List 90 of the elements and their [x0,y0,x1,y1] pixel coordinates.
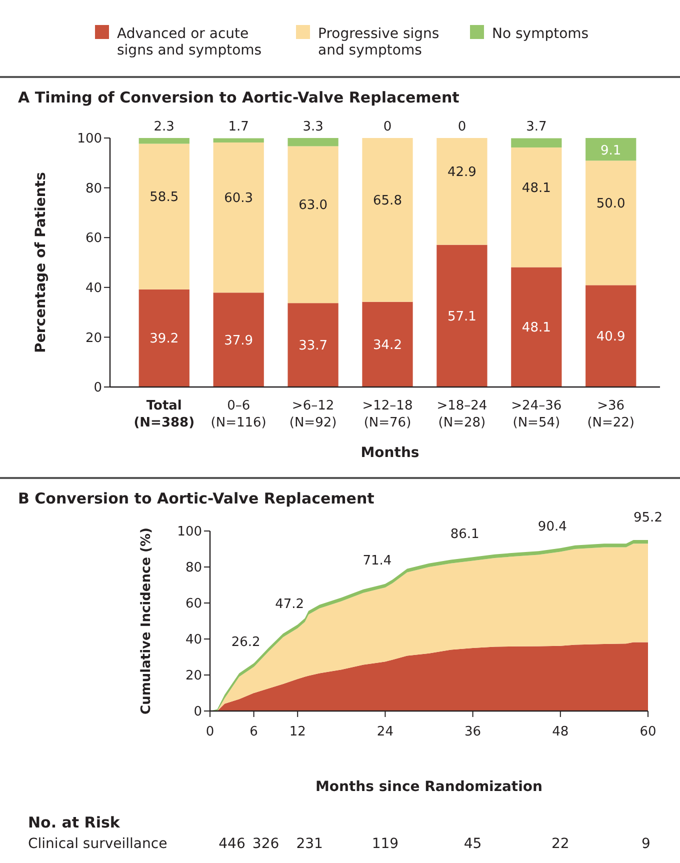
x-tick-label: 24 [376,724,394,740]
x-tick-label: >36 (N=22) [587,398,635,430]
x-axis-title: Months [360,444,420,461]
bar [586,160,636,286]
bar [213,142,264,293]
text: 446 [218,836,246,852]
text: 326 [252,836,280,852]
data-label: 58.5 [150,190,179,206]
bar [511,147,562,268]
data-label: 48.1 [522,320,551,336]
x-tick-label: 60 [640,724,656,740]
data-label: 37.9 [224,333,254,348]
text: Clinical surveillance [28,836,168,852]
annotation: 26.2 [231,634,260,650]
x-tick-label: 0–6 (N=116) [210,398,266,430]
y-axis-title: Percentage of Patients [33,172,49,353]
data-label: 0 [383,120,392,135]
bar [362,138,413,302]
bar [586,138,636,161]
bar [511,138,562,148]
data-label: 40.9 [596,330,626,345]
x-tick-label: >18–24 (N=28) [436,398,488,430]
x-tick-label: 48 [552,724,569,740]
y-tick-label: 100 [177,524,202,540]
annotation: 95.2 [634,510,662,526]
bar [436,138,488,245]
x-tick-label: Total (N=388) [134,398,195,430]
bar [213,292,264,387]
bar [511,267,562,387]
text: 231 [296,836,323,852]
data-label: 0 [458,120,466,135]
bar [362,302,413,387]
x-tick-label: >6–12 (N=92) [289,398,337,430]
text: 9 [642,836,650,852]
data-label: 3.7 [526,120,547,135]
legend-label: Progressive signs and symptoms [318,26,440,59]
annotation: 86.1 [450,527,480,542]
bar [213,138,264,142]
data-label: 60.3 [224,191,254,206]
annotation: 47.2 [275,597,304,612]
y-tick-label: 0 [94,380,102,396]
bar [138,144,190,290]
chart-title: A Timing of Conversion to Aortic-Valve Replacement [18,88,460,106]
y-tick-label: 20 [85,330,102,346]
data-label: 2.3 [154,120,174,135]
y-tick-label: 80 [185,560,202,576]
y-tick-label: 60 [85,231,102,246]
x-tick-label: 36 [464,724,482,740]
data-label: 48.1 [522,180,551,196]
data-label: 34.2 [373,338,402,353]
bar [288,146,338,304]
bar [138,289,190,387]
bar [288,138,338,146]
text: No. at Risk [28,813,121,832]
data-label: 65.8 [373,193,402,208]
bar [436,244,488,387]
y-tick-label: 20 [185,668,202,684]
x-tick-label: 0 [206,724,214,740]
data-label: 3.3 [302,120,324,135]
data-label: 1.7 [228,120,249,135]
chart-title: B Conversion to Aortic-Valve Replacement [18,489,374,508]
text: 119 [372,836,399,852]
data-label: 33.7 [298,338,328,354]
data-label: 50.0 [596,196,626,212]
bar [288,303,338,387]
x-tick-label: 12 [289,724,306,740]
y-axis-title: Cumulative Incidence (%) [139,528,154,714]
x-tick-label: >24–36 (N=54) [511,398,562,430]
annotation: 71.4 [362,553,392,568]
y-tick-label: 40 [85,280,102,296]
text: 22 [551,836,570,852]
data-label: 42.9 [447,164,476,180]
x-tick-label: >12–18 (N=76) [362,398,413,430]
y-tick-label: 60 [185,596,202,612]
legend-label: No symptoms [492,26,589,42]
bar [586,285,636,387]
data-label: 9.1 [600,144,622,159]
legend-label: Advanced or acute signs and symptoms [117,26,262,59]
data-label: 63.0 [298,198,328,214]
y-tick-label: 40 [185,632,202,648]
bar [138,138,190,144]
data-label: 57.1 [447,309,476,324]
x-axis-title: Months since Randomization [315,778,543,795]
text: 45 [464,836,482,852]
annotation: 90.4 [538,519,567,534]
y-tick-label: 80 [85,181,102,196]
y-tick-label: 0 [194,704,202,720]
y-tick-label: 100 [77,132,102,147]
x-tick-label: 6 [250,724,258,740]
data-label: 39.2 [150,332,179,347]
